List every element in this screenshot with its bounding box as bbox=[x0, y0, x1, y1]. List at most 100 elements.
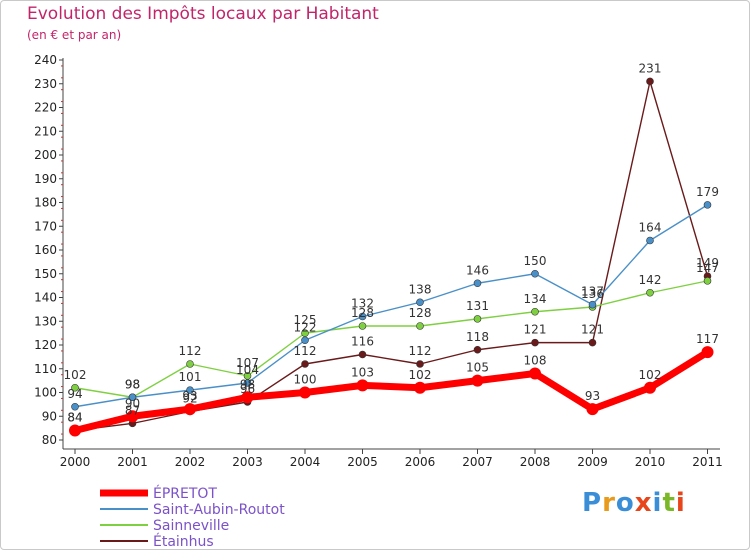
data-point-epretot bbox=[299, 386, 311, 399]
data-point-etainhus bbox=[301, 360, 309, 368]
data-label-epretot: 93 bbox=[585, 389, 600, 403]
data-label-saint-aubin-routot: 94 bbox=[67, 387, 82, 401]
data-label-etainhus: 96 bbox=[240, 382, 255, 396]
x-tick-label: 2004 bbox=[290, 455, 321, 469]
data-point-saint-aubin-routot bbox=[128, 393, 137, 402]
data-point-saint-aubin-routot bbox=[646, 236, 654, 245]
data-label-saint-aubin-routot: 137 bbox=[581, 285, 604, 299]
x-tick-label: 2011 bbox=[692, 455, 723, 469]
legend-label-epretot: ÉPRETOT bbox=[153, 485, 217, 502]
data-point-saint-aubin-routot bbox=[243, 379, 252, 387]
data-point-saint-aubin-routot bbox=[301, 336, 309, 345]
data-label-sainneville: 136 bbox=[581, 287, 604, 301]
data-label-sainneville: 112 bbox=[179, 344, 202, 358]
data-point-epretot bbox=[241, 391, 254, 404]
legend-label-sainneville: Sainneville bbox=[153, 518, 229, 534]
data-label-etainhus: 116 bbox=[351, 335, 374, 349]
x-tick-label: 2008 bbox=[520, 455, 551, 469]
data-point-epretot bbox=[414, 381, 426, 394]
data-point-sainneville bbox=[416, 322, 424, 330]
x-tick-label: 2009 bbox=[577, 455, 608, 469]
x-tick-label: 2003 bbox=[232, 455, 263, 469]
data-label-saint-aubin-routot: 104 bbox=[236, 363, 259, 377]
data-point-etainhus bbox=[531, 338, 539, 347]
data-label-epretot: 84 bbox=[67, 411, 82, 425]
data-point-epretot bbox=[471, 374, 484, 387]
data-point-sainneville bbox=[646, 288, 654, 297]
logo-letter: i bbox=[675, 488, 686, 518]
y-tick-label: 80 bbox=[42, 433, 57, 447]
data-label-saint-aubin-routot: 122 bbox=[294, 320, 317, 334]
data-label-sainneville: 134 bbox=[524, 292, 547, 306]
logo-letter: x bbox=[634, 488, 653, 518]
data-point-saint-aubin-routot bbox=[588, 300, 597, 309]
y-tick-label: 150 bbox=[34, 267, 57, 281]
data-point-etainhus bbox=[358, 350, 367, 359]
data-point-epretot bbox=[69, 424, 81, 437]
data-label-etainhus: 112 bbox=[409, 344, 432, 358]
data-point-epretot bbox=[529, 367, 541, 380]
data-point-sainneville bbox=[473, 315, 482, 323]
legend-label-etainhus: Étainhus bbox=[153, 533, 214, 550]
chart-subtitle: (en € et par an) bbox=[27, 28, 122, 42]
data-point-saint-aubin-routot bbox=[531, 269, 539, 278]
data-label-saint-aubin-routot: 132 bbox=[351, 297, 374, 311]
y-tick-label: 100 bbox=[34, 386, 57, 400]
data-point-epretot bbox=[701, 346, 714, 359]
data-label-sainneville: 107 bbox=[236, 356, 259, 370]
data-label-sainneville: 147 bbox=[696, 261, 719, 275]
y-tick-label: 110 bbox=[34, 362, 57, 376]
logo-letter: t bbox=[662, 488, 676, 518]
data-label-saint-aubin-routot: 179 bbox=[696, 185, 719, 199]
data-label-etainhus: 84 bbox=[67, 411, 82, 425]
data-point-etainhus bbox=[588, 338, 597, 347]
data-label-etainhus: 87 bbox=[125, 403, 140, 417]
y-tick-label: 230 bbox=[34, 77, 57, 91]
y-tick-label: 120 bbox=[34, 338, 57, 352]
logo-letter: o bbox=[615, 488, 635, 518]
data-point-saint-aubin-routot bbox=[71, 402, 79, 411]
data-label-sainneville: 125 bbox=[294, 313, 317, 327]
series-line-etainhus bbox=[74, 80, 709, 432]
y-tick-label: 160 bbox=[34, 243, 57, 257]
data-point-sainneville bbox=[71, 383, 79, 392]
data-label-sainneville: 128 bbox=[351, 306, 374, 320]
data-label-epretot: 93 bbox=[182, 389, 197, 403]
data-labels: 84 90 93 98 100 103 102 105 108 93 102 117 94 98 101 10… bbox=[64, 61, 719, 424]
data-label-sainneville: 131 bbox=[466, 299, 489, 313]
data-label-epretot: 90 bbox=[125, 396, 140, 410]
y-tick-label: 170 bbox=[34, 219, 57, 233]
data-label-etainhus: 118 bbox=[466, 330, 489, 344]
x-tick-label: 2001 bbox=[117, 455, 148, 469]
data-label-etainhus: 112 bbox=[294, 344, 317, 358]
proxiti-logo: Proxiti bbox=[582, 488, 686, 518]
data-label-saint-aubin-routot: 101 bbox=[179, 370, 202, 384]
data-label-sainneville: 98 bbox=[125, 377, 140, 391]
logo-letter: P bbox=[582, 488, 603, 518]
legend-label-saint-aubin-routot: Saint-Aubin-Routot bbox=[153, 502, 285, 518]
y-tick-label: 190 bbox=[34, 172, 57, 186]
axes: 8090100110120130140150160170180190200210… bbox=[34, 53, 723, 469]
data-label-epretot: 108 bbox=[524, 354, 547, 368]
x-tick-label: 2005 bbox=[347, 455, 378, 469]
series-sainneville bbox=[71, 277, 712, 402]
series-etainhus bbox=[71, 77, 712, 435]
y-tick-label: 180 bbox=[34, 196, 57, 210]
data-label-epretot: 102 bbox=[639, 368, 662, 382]
data-label-epretot: 100 bbox=[294, 373, 317, 387]
data-point-epretot bbox=[586, 403, 599, 416]
data-point-sainneville bbox=[186, 360, 194, 368]
data-point-sainneville bbox=[703, 277, 712, 285]
legend: ÉPRETOTSaint-Aubin-RoutotSainnevilleÉtai… bbox=[100, 485, 285, 550]
data-label-saint-aubin-routot: 146 bbox=[466, 263, 489, 277]
series-line-saint-aubin-routot bbox=[74, 204, 709, 408]
data-label-sainneville: 102 bbox=[64, 368, 87, 382]
data-label-saint-aubin-routot: 150 bbox=[524, 254, 547, 268]
data-label-epretot: 117 bbox=[696, 332, 719, 346]
data-point-epretot bbox=[126, 410, 139, 423]
data-label-etainhus: 121 bbox=[581, 323, 604, 337]
data-point-etainhus bbox=[646, 77, 654, 86]
y-tick-label: 240 bbox=[34, 53, 57, 67]
